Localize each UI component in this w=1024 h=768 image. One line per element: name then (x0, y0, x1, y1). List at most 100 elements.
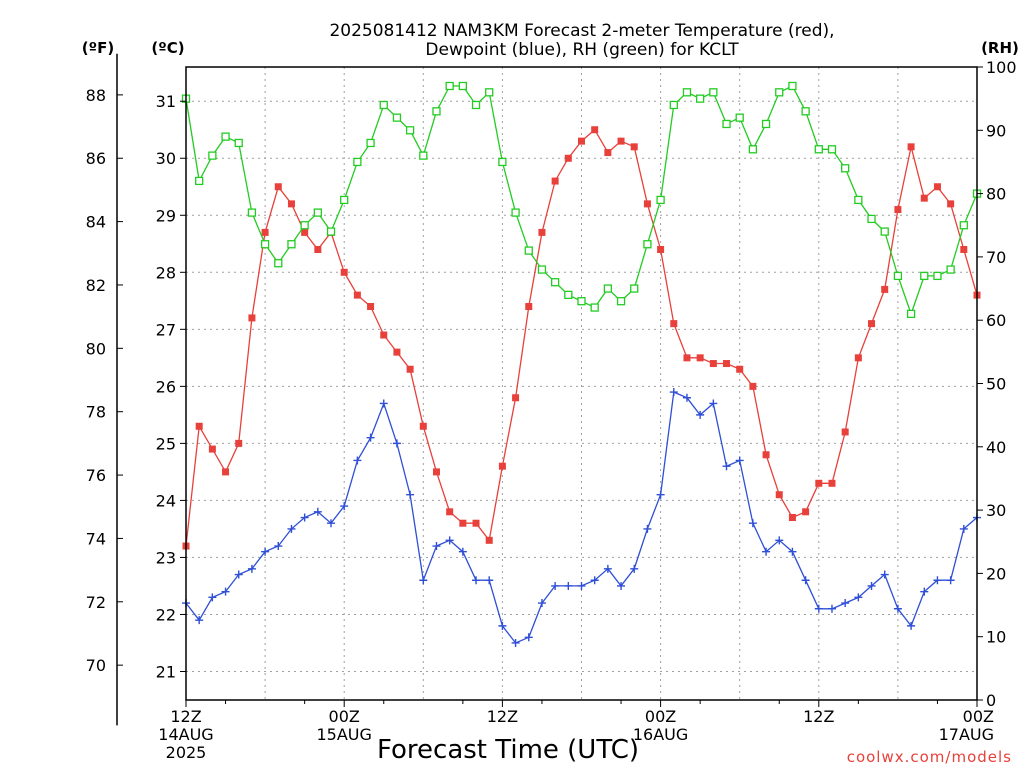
temperature-point (841, 428, 849, 436)
dewpoint-point (313, 507, 322, 516)
dewpoint-point (841, 599, 850, 608)
dewpoint-point (498, 621, 507, 630)
x-tick-label: 17AUG (939, 725, 994, 744)
temperature-point (643, 200, 651, 208)
temperature-point (340, 268, 348, 276)
fahrenheit-unit-label: (ºF) (82, 39, 114, 57)
dewpoint-point (195, 616, 204, 625)
dewpoint-point (893, 604, 902, 613)
x-tick-label: 12Z (487, 707, 518, 726)
rh-point (379, 100, 388, 110)
dewpoint-point (867, 581, 876, 590)
rh-point (498, 157, 507, 167)
celsius-tick-label: 23 (156, 548, 176, 567)
dewpoint-point (366, 433, 375, 442)
temperature-point (762, 451, 770, 459)
rh-point (946, 265, 955, 274)
dewpoint-point (432, 542, 441, 551)
celsius-tick-label: 25 (156, 434, 176, 453)
dewpoint-point (959, 524, 968, 533)
dewpoint-point (617, 581, 626, 590)
rh-point (854, 195, 863, 205)
x-tick-label: 12Z (803, 707, 834, 726)
temperature-point (446, 508, 454, 516)
temperature-point (419, 422, 427, 430)
dewpoint-point (208, 593, 217, 602)
dewpoint-point (458, 547, 467, 556)
temperature-point (485, 536, 493, 544)
temperature-point (947, 200, 955, 208)
rh-point (696, 94, 705, 103)
rh-point (340, 195, 349, 205)
dewpoint-point (590, 576, 599, 585)
dewpoint-point (287, 524, 296, 533)
dewpoint-point (485, 576, 494, 585)
x-tick-label: 12Z (170, 707, 201, 726)
temperature-point (274, 183, 282, 191)
rh-point (405, 126, 415, 135)
dewpoint-point (445, 536, 454, 545)
rh-point (524, 246, 533, 255)
rh-tick-label: 10 (986, 628, 1006, 647)
temperature-point (788, 514, 796, 522)
temperature-point (591, 126, 599, 134)
temperature-point (301, 228, 309, 236)
dewpoint-point (300, 513, 309, 522)
rh-point (722, 119, 731, 129)
dewpoint-point (920, 587, 929, 596)
dewpoint-point (854, 593, 863, 602)
rh-point (827, 145, 837, 154)
rh-point (392, 113, 402, 122)
dewpoint-point (656, 490, 665, 499)
fahrenheit-tick-label: 72 (86, 593, 106, 612)
temperature-point (551, 177, 559, 185)
rh-point (287, 240, 296, 249)
x-tick-label: 00Z (329, 707, 360, 726)
rh-point (445, 81, 454, 91)
temperature-point (775, 491, 783, 499)
grid-lines (186, 67, 977, 700)
temperature-point (736, 365, 744, 373)
dewpoint-point (682, 393, 691, 402)
temperature-point (380, 331, 388, 339)
rh-point (577, 297, 586, 306)
rh-point (643, 240, 652, 249)
chart-title-line-2: Dewpoint (blue), RH (green) for KCLT (425, 40, 739, 60)
temperature-point (709, 360, 717, 368)
fahrenheit-tick-label: 70 (86, 656, 106, 675)
temperature-point (261, 228, 269, 236)
rh-point (669, 100, 678, 110)
rh-point (801, 107, 810, 116)
temperature-series (182, 126, 981, 550)
temperature-point (222, 468, 230, 476)
rh-point (485, 88, 494, 97)
dewpoint-point (933, 576, 942, 585)
dewpoint-point (880, 570, 889, 579)
fahrenheit-tick-label: 74 (86, 529, 106, 548)
temperature-point (683, 354, 691, 362)
x-tick-label: 00Z (645, 707, 676, 726)
temperature-point (920, 194, 928, 202)
dewpoint-point (696, 410, 705, 419)
dewpoint-point (472, 576, 481, 585)
temperature-point (723, 360, 731, 368)
rh-point (195, 176, 204, 186)
dewpoint-point (788, 547, 797, 556)
rh-point (682, 88, 692, 97)
rh-point (326, 227, 336, 236)
celsius-tick-label: 27 (156, 320, 176, 339)
dewpoint-point (762, 547, 771, 556)
temperature-point (749, 382, 757, 390)
temperature-point (670, 320, 678, 328)
rh-point (920, 271, 929, 281)
rh-point (814, 145, 823, 154)
dewpoint-point (775, 536, 784, 545)
dewpoint-point (564, 581, 573, 590)
dewpoint-point (907, 621, 916, 630)
fahrenheit-tick-label: 88 (86, 86, 106, 105)
temperature-point (854, 354, 862, 362)
temperature-point (498, 462, 506, 470)
dewpoint-point (353, 456, 362, 465)
x-tick-label: 00Z (963, 707, 994, 726)
dewpoint-point (735, 456, 744, 465)
